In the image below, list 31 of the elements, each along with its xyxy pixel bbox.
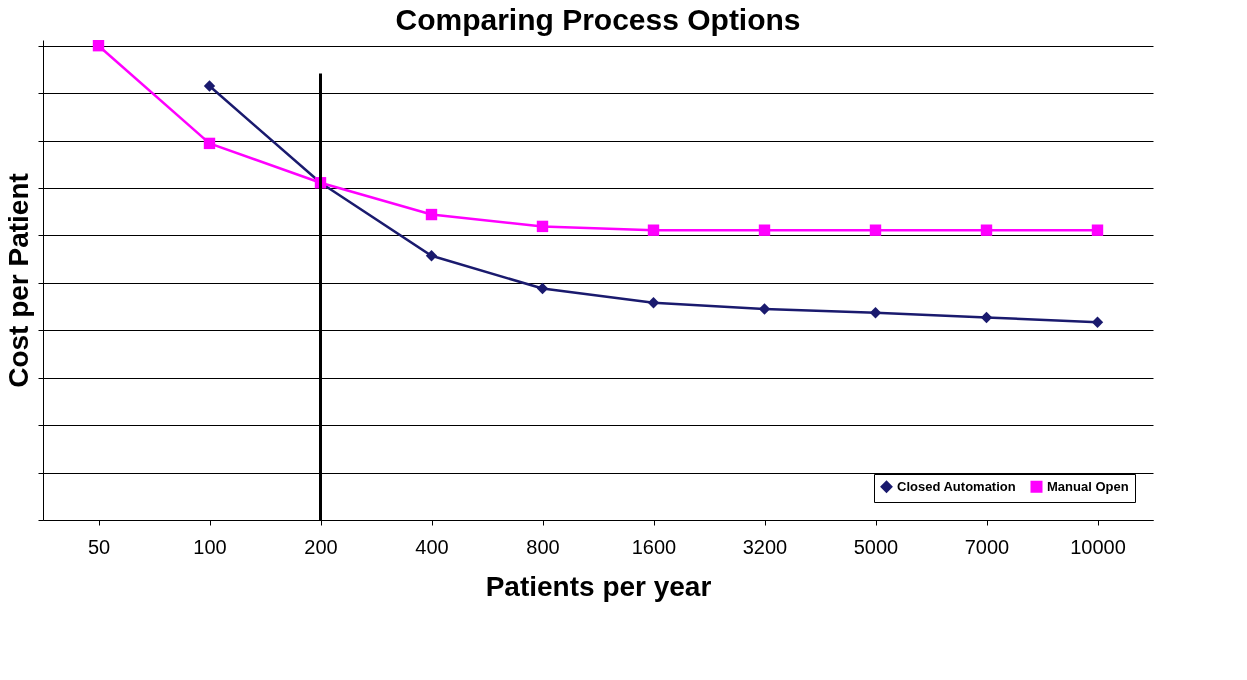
- legend-label: Closed Automation: [897, 478, 1016, 494]
- point: [425, 208, 438, 221]
- x-tick-label: 3200: [742, 535, 788, 558]
- x-tick-label: 200: [304, 535, 338, 558]
- point: [980, 224, 993, 236]
- point: [92, 39, 105, 52]
- x-tick-label: 10000: [1070, 535, 1126, 558]
- point: [1091, 224, 1104, 236]
- y-axis-title: Cost per Patient: [3, 173, 34, 388]
- x-tick-label: 800: [526, 535, 560, 558]
- chart-title: Comparing Process Options: [395, 2, 801, 36]
- point: [536, 220, 549, 233]
- x-tick-label: 7000: [964, 535, 1010, 558]
- point: [980, 311, 993, 324]
- point: [1091, 316, 1104, 328]
- x-tick-label: 100: [193, 535, 227, 558]
- x-tick-label: 1600: [631, 535, 677, 558]
- point: [536, 282, 549, 295]
- point: [758, 224, 771, 236]
- point: [647, 224, 660, 236]
- point: [647, 297, 660, 309]
- x-axis-title: Patients per year: [485, 570, 712, 602]
- point: [203, 137, 216, 150]
- x-tick-label: 50: [87, 535, 111, 558]
- x-tick-label: 400: [415, 535, 449, 558]
- point: [203, 80, 216, 92]
- point: [869, 224, 882, 236]
- legend-label: Manual Open: [1047, 478, 1129, 494]
- point: [869, 307, 882, 319]
- point: [425, 250, 438, 262]
- x-tick-label: 5000: [853, 535, 899, 558]
